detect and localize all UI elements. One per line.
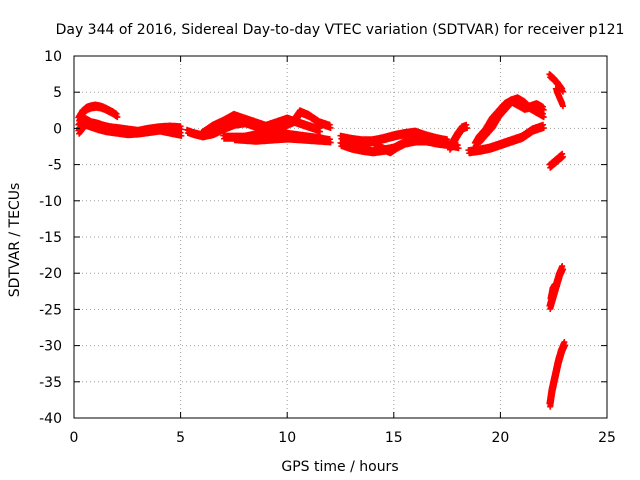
y-tick-label: -15: [39, 230, 62, 246]
x-tick-label: 10: [278, 430, 296, 446]
chart-title: Day 344 of 2016, Sidereal Day-to-day VTE…: [56, 22, 625, 38]
y-tick-label: 10: [44, 49, 62, 65]
data-series-arc-11: [446, 121, 471, 153]
axis-ticks: 0 5 10 15 20 25 10 5 0 -5 -10 -15 -20 -25 -30 -35 -40: [39, 49, 616, 446]
data-series-arc-15: [546, 71, 566, 95]
data-series-arc-19: [546, 339, 569, 410]
data-series: [75, 71, 569, 410]
data-series-arc-10: [343, 136, 411, 157]
data-series-arc-20: [547, 281, 559, 305]
y-tick-label: -35: [39, 375, 62, 391]
y-tick-label: -30: [39, 339, 62, 355]
x-axis-label: GPS time / hours: [281, 459, 398, 475]
data-series-arc-16: [552, 85, 566, 110]
x-tick-label: 0: [70, 430, 79, 446]
data-series-arc-7: [230, 133, 334, 146]
x-tick-label: 5: [176, 430, 185, 446]
x-tick-label: 25: [598, 430, 616, 446]
y-tick-label: -5: [48, 158, 62, 174]
x-tick-label: 20: [491, 430, 509, 446]
data-series-arc-1: [75, 101, 121, 124]
data-series-arc-12: [465, 121, 547, 157]
data-series-arc-17: [546, 150, 566, 171]
data-series-arc-14: [476, 94, 547, 146]
y-tick-label: 5: [53, 85, 62, 101]
x-tick-label: 15: [385, 430, 403, 446]
y-tick-label: -40: [39, 411, 62, 427]
y-tick-label: -20: [39, 266, 62, 282]
y-tick-label: 0: [53, 121, 62, 137]
data-series-arc-3: [75, 119, 185, 139]
y-tick-label: -25: [39, 302, 62, 318]
y-axis-label: SDTVAR / TECUs: [7, 183, 23, 298]
y-tick-label: -10: [39, 194, 62, 210]
